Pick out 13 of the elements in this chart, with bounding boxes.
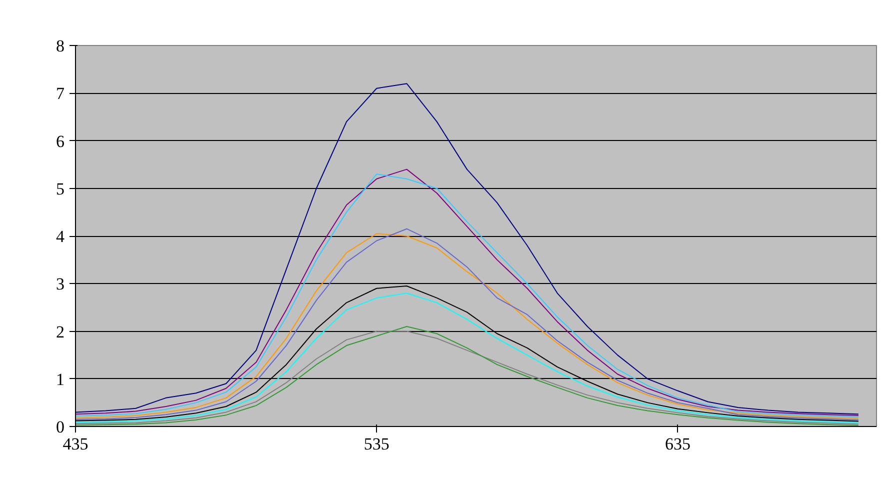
y-tick-label: 1 (56, 370, 64, 389)
y-tick-label: 4 (56, 227, 65, 246)
y-tick-label: 0 (56, 418, 64, 436)
y-tick-label: 8 (56, 36, 64, 56)
y-tick-label: 5 (56, 179, 64, 198)
y-tick-label: 7 (56, 84, 65, 104)
x-tick-label: 435 (62, 434, 88, 454)
y-tick-label: 2 (56, 322, 64, 342)
y-tick-label: 6 (56, 132, 64, 151)
x-tick-label: 635 (665, 434, 691, 454)
y-tick-label: 3 (56, 274, 64, 294)
line-series (76, 83, 859, 415)
x-tick-label: 535 (364, 434, 390, 454)
